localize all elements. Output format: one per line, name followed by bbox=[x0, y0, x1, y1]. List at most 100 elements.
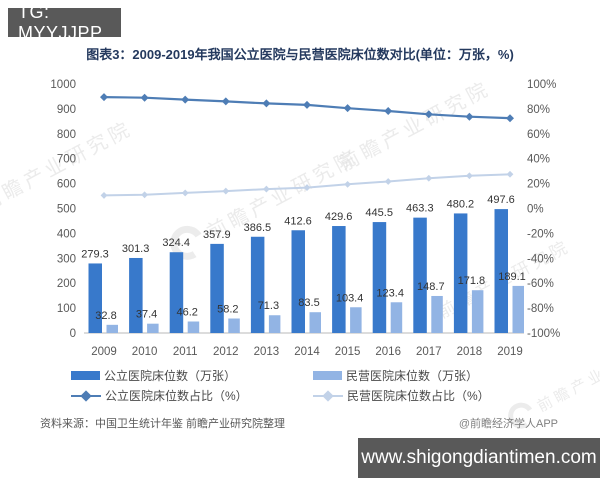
marker-private-share bbox=[425, 174, 433, 182]
marker-public-share bbox=[384, 107, 393, 116]
public-share-swatch bbox=[71, 389, 101, 402]
source-row: 资料来源：中国卫生统计年鉴 前瞻产业研究院整理 @前瞻经济学人APP bbox=[40, 415, 558, 431]
bar-private-beds bbox=[187, 321, 200, 333]
bar-value-label: 357.9 bbox=[203, 229, 231, 241]
header-tag-label: TG: MYYJJPP bbox=[18, 1, 103, 43]
marker-private-share bbox=[303, 184, 311, 191]
bar-private-beds bbox=[350, 307, 362, 333]
legend-row-bars: 公立医院床位数（万张） 民营医院床位数（万张） bbox=[71, 367, 529, 384]
marker-private-share bbox=[506, 170, 514, 178]
bar-private-beds bbox=[147, 323, 159, 333]
bar-private-beds bbox=[268, 315, 281, 333]
bar-value-label: 463.3 bbox=[406, 203, 434, 215]
left-axis-tick-label: 600 bbox=[57, 179, 76, 191]
marker-public-share bbox=[343, 104, 352, 113]
header-tag-banner: TG: MYYJJPP bbox=[8, 2, 121, 43]
bar-value-label: 324.4 bbox=[162, 237, 190, 249]
bar-value-label: 445.5 bbox=[365, 207, 393, 219]
right-axis-tick-label: 20% bbox=[527, 179, 550, 191]
marker-private-share bbox=[263, 185, 270, 193]
credit-text: @前瞻经济学人APP bbox=[458, 418, 558, 430]
bar-value-label: 32.8 bbox=[95, 310, 116, 322]
bar-value-label: 46.2 bbox=[176, 306, 197, 318]
bar-public-beds bbox=[250, 236, 265, 333]
left-axis-tick-label: 700 bbox=[57, 154, 76, 166]
bar-public-beds bbox=[372, 222, 387, 333]
legend-label: 民营医院床位数（万张） bbox=[346, 369, 479, 383]
bar-public-beds bbox=[413, 217, 427, 333]
left-axis-tick-label: 1000 bbox=[50, 79, 76, 91]
legend-item-private-beds: 民营医院床位数（万张） bbox=[313, 367, 529, 384]
bar-public-beds bbox=[88, 263, 102, 333]
right-axis-tick-label: 80% bbox=[527, 104, 550, 116]
marker-public-share bbox=[424, 110, 433, 119]
right-axis-tick-label: -60% bbox=[527, 278, 554, 290]
bar-value-label: 429.6 bbox=[325, 211, 353, 223]
bar-value-label: 103.4 bbox=[336, 292, 364, 304]
x-axis-category-label: 2010 bbox=[132, 346, 158, 358]
marker-public-share bbox=[181, 95, 190, 104]
bar-value-label: 480.2 bbox=[447, 198, 475, 210]
right-axis-tick-label: 0% bbox=[527, 204, 544, 216]
left-axis-tick-label: 200 bbox=[57, 278, 76, 290]
legend-item-private-share: 民营医院床位数占比（%） bbox=[313, 387, 529, 404]
bar-value-label: 386.5 bbox=[244, 222, 272, 234]
bar-private-beds bbox=[228, 318, 240, 333]
diamond-marker-icon bbox=[322, 389, 334, 402]
bar-value-label: 58.2 bbox=[217, 304, 238, 316]
left-axis-tick-label: 300 bbox=[57, 253, 76, 265]
x-axis-category-label: 2011 bbox=[173, 346, 198, 358]
public-beds-swatch bbox=[71, 371, 100, 380]
marker-private-share bbox=[384, 178, 392, 185]
bar-value-label: 71.3 bbox=[258, 300, 279, 312]
right-axis-tick-label: -80% bbox=[527, 303, 554, 315]
bar-value-label: 171.8 bbox=[458, 275, 486, 287]
left-axis-tick-label: 800 bbox=[57, 129, 76, 141]
bar-public-beds bbox=[291, 230, 305, 333]
private-beds-swatch bbox=[313, 371, 342, 380]
legend-label: 公立医院床位数占比（%） bbox=[105, 389, 248, 403]
marker-public-share bbox=[221, 97, 230, 106]
marker-public-share bbox=[465, 112, 474, 121]
x-axis-category-label: 2015 bbox=[335, 346, 361, 358]
right-axis-tick-label: 40% bbox=[527, 154, 550, 166]
bar-public-beds bbox=[453, 213, 468, 333]
chart-legend: 公立医院床位数（万张） 民营医院床位数（万张） 公立医院床位数占比（%） 民营医… bbox=[0, 367, 600, 404]
legend-row-lines: 公立医院床位数占比（%） 民营医院床位数占比（%） bbox=[71, 387, 529, 404]
bar-private-beds bbox=[471, 290, 484, 333]
bar-private-beds bbox=[309, 312, 321, 333]
bar-private-beds bbox=[431, 295, 443, 333]
bar-public-beds bbox=[210, 243, 224, 333]
x-axis-category-label: 2017 bbox=[416, 346, 442, 358]
right-axis-tick-label: 100% bbox=[527, 79, 556, 91]
footer-url: www.shigongdiantimen.com bbox=[361, 447, 597, 468]
private-share-swatch bbox=[313, 389, 343, 402]
left-axis-tick-label: 100 bbox=[57, 303, 76, 315]
marker-private-share bbox=[466, 172, 473, 180]
bar-private-beds bbox=[106, 324, 118, 333]
marker-private-share bbox=[100, 192, 108, 199]
bar-value-label: 279.3 bbox=[81, 248, 109, 260]
x-axis-category-label: 2019 bbox=[497, 346, 523, 358]
left-axis-tick-label: 500 bbox=[57, 204, 76, 216]
x-axis-category-label: 2009 bbox=[91, 346, 117, 358]
left-axis-tick-label: 900 bbox=[57, 104, 76, 116]
right-axis-tick-label: -40% bbox=[527, 253, 554, 265]
marker-private-share bbox=[141, 191, 148, 199]
x-axis-category-label: 2016 bbox=[375, 346, 401, 358]
left-axis-tick-label: 0 bbox=[70, 328, 76, 340]
bar-public-beds bbox=[332, 226, 346, 333]
legend-label: 公立医院床位数（万张） bbox=[104, 369, 237, 383]
footer-banner: www.shigongdiantimen.com bbox=[358, 438, 600, 478]
legend-item-public-share: 公立医院床位数占比（%） bbox=[71, 387, 287, 404]
marker-public-share bbox=[303, 100, 311, 109]
x-axis-category-label: 2013 bbox=[254, 346, 280, 358]
right-axis-tick-label: -100% bbox=[527, 328, 560, 340]
marker-private-share bbox=[181, 189, 189, 197]
marker-private-share bbox=[222, 187, 230, 195]
marker-public-share bbox=[140, 93, 149, 102]
legend-label: 民营医院床位数占比（%） bbox=[347, 389, 490, 403]
marker-public-share bbox=[100, 93, 108, 102]
bar-private-beds bbox=[390, 302, 403, 333]
bar-private-beds bbox=[512, 285, 524, 333]
